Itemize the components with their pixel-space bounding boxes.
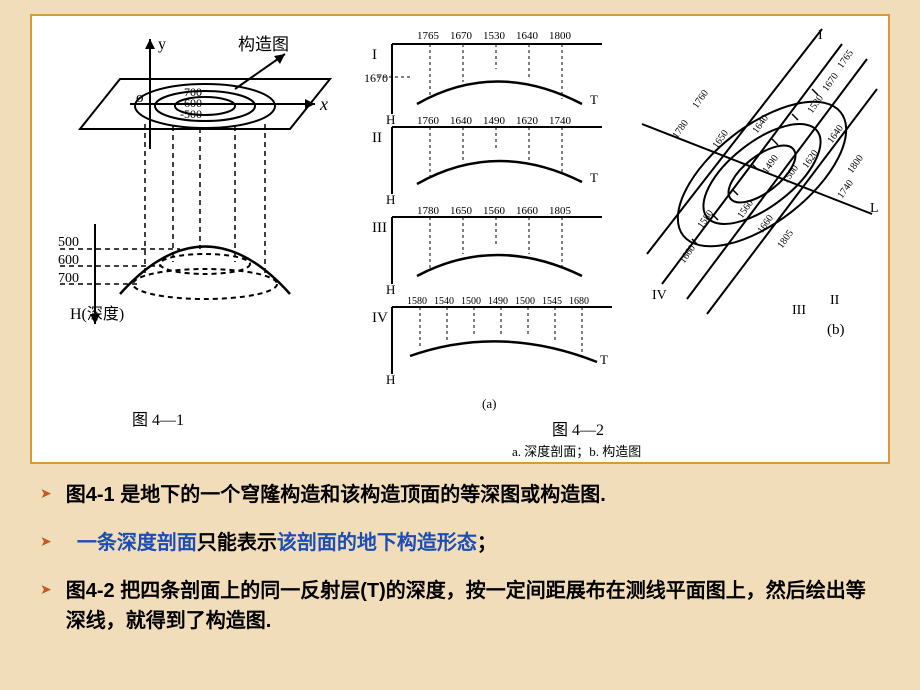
bullet-list: ➤ 图4-1 是地下的一个穹隆构造和该构造顶面的等深图或构造图. ➤ 一条深度剖… [40, 480, 880, 654]
bullet-3: ➤ 图4-2 把四条剖面上的同一反射层(T)的深度，按一定间距展布在测线平面图上… [40, 576, 880, 636]
svg-text:1545: 1545 [542, 296, 562, 307]
svg-text:H: H [386, 372, 395, 387]
svg-text:1760: 1760 [417, 115, 440, 127]
caption-4-1: 图 4—1 [132, 406, 184, 430]
svg-text:1670: 1670 [450, 30, 473, 42]
svg-text:L: L [870, 201, 879, 216]
svg-text:I: I [372, 47, 377, 63]
svg-text:1660: 1660 [677, 243, 697, 266]
svg-text:1530: 1530 [805, 93, 825, 116]
svg-text:IV: IV [372, 310, 388, 326]
svg-text:T: T [590, 92, 598, 107]
depth-tick-2: 700 [58, 271, 79, 286]
svg-text:1500: 1500 [461, 296, 481, 307]
depth-tick-0: 500 [58, 235, 79, 250]
bullet-arrow-icon: ➤ [40, 484, 52, 505]
svg-text:T: T [600, 352, 608, 367]
figure-4-2a-svg: I 1765 1670 1530 1640 1800 T 1670 H [362, 24, 622, 394]
svg-text:1765: 1765 [835, 48, 855, 71]
svg-text:1805: 1805 [775, 228, 795, 251]
bullet-arrow-icon: ➤ [40, 532, 52, 553]
svg-text:1640: 1640 [450, 115, 473, 127]
svg-text:1800: 1800 [845, 153, 865, 176]
figure-4-2b: I II III IV L 1765 1670 1530 1640 1800 1… [632, 24, 882, 354]
svg-text:1780: 1780 [417, 205, 440, 217]
svg-text:1760: 1760 [690, 88, 710, 111]
svg-text:1580: 1580 [407, 296, 427, 307]
svg-text:H: H [386, 282, 395, 297]
svg-text:1540: 1540 [434, 296, 454, 307]
svg-text:1490: 1490 [483, 115, 506, 127]
figure-container: y x o -700 -600 -500 构造图 [30, 14, 890, 464]
bullet-3-text: 图4-2 把四条剖面上的同一反射层(T)的深度，按一定间距展布在测线平面图上，然… [66, 576, 880, 636]
svg-text:1500: 1500 [780, 163, 800, 186]
axis-x-label: x [319, 94, 328, 114]
caption-4-2: 图 4—2 [552, 416, 604, 440]
svg-text:H: H [386, 112, 395, 127]
bullet-1: ➤ 图4-1 是地下的一个穹隆构造和该构造顶面的等深图或构造图. [40, 480, 880, 510]
figure-4-1: y x o -700 -600 -500 构造图 [40, 24, 350, 374]
depth-tick-1: 600 [58, 253, 79, 268]
svg-text:III: III [372, 220, 387, 236]
svg-text:I: I [818, 28, 823, 43]
svg-text:1490: 1490 [488, 296, 508, 307]
svg-text:T: T [590, 170, 598, 185]
svg-text:1620: 1620 [516, 115, 539, 127]
svg-text:1670: 1670 [364, 71, 388, 85]
depth-axis-label: H(深度) [70, 305, 124, 323]
svg-text:1560: 1560 [483, 205, 506, 217]
svg-text:II: II [830, 293, 840, 308]
svg-text:1805: 1805 [549, 205, 572, 217]
bullet-arrow-icon: ➤ [40, 580, 52, 601]
svg-text:1660: 1660 [516, 205, 539, 217]
svg-text:1680: 1680 [569, 296, 589, 307]
svg-text:1640: 1640 [516, 30, 539, 42]
svg-text:(b): (b) [827, 322, 845, 338]
svg-text:1490: 1490 [760, 153, 780, 176]
figure-4-2b-svg: I II III IV L 1765 1670 1530 1640 1800 1… [632, 24, 882, 354]
svg-text:1530: 1530 [483, 30, 506, 42]
bullet-2: ➤ 一条深度剖面只能表示该剖面的地下构造形态； [40, 528, 880, 558]
contour-title: 构造图 [238, 35, 289, 54]
svg-text:III: III [792, 303, 806, 318]
svg-text:1670: 1670 [820, 71, 840, 94]
sublabel-a: (a) [482, 396, 496, 412]
figure-4-2a: I 1765 1670 1530 1640 1800 T 1670 H [362, 24, 622, 394]
svg-text:IV: IV [652, 288, 667, 303]
svg-text:1500: 1500 [515, 296, 535, 307]
svg-text:1800: 1800 [549, 30, 572, 42]
bullet-1-text: 图4-1 是地下的一个穹隆构造和该构造顶面的等深图或构造图. [66, 480, 606, 510]
axis-y-label: y [158, 36, 166, 53]
contour-val-2: -500 [180, 107, 202, 121]
svg-text:1650: 1650 [450, 205, 473, 217]
figure-4-1-svg: y x o -700 -600 -500 构造图 [40, 24, 350, 374]
svg-text:1765: 1765 [417, 30, 440, 42]
bullet-2-text: 一条深度剖面只能表示该剖面的地下构造形态； [66, 528, 497, 558]
subcaption-4-2: a. 深度剖面；b. 构造图 [512, 441, 641, 460]
svg-text:II: II [372, 130, 382, 146]
svg-text:1780: 1780 [670, 118, 690, 141]
svg-text:1580: 1580 [695, 208, 715, 231]
svg-text:1740: 1740 [549, 115, 572, 127]
svg-text:H: H [386, 192, 395, 207]
svg-text:1740: 1740 [835, 178, 855, 201]
